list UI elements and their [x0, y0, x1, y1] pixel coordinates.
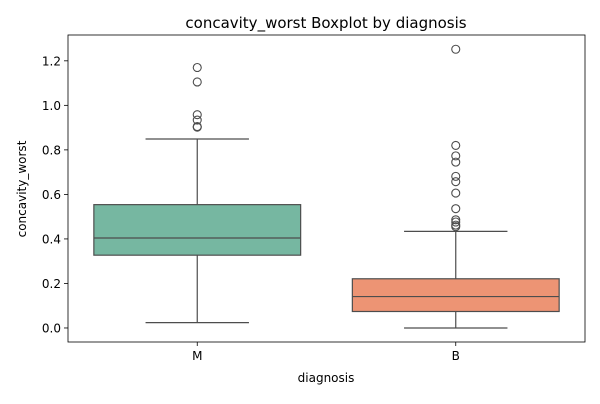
y-tick-label: 0.0 [42, 321, 61, 335]
y-tick-label: 1.0 [42, 99, 61, 113]
plot-area: 0.0 0.2 0.4 0.6 0.8 1.0 1.2 M B [42, 34, 586, 363]
outlier-point [451, 151, 461, 161]
x-axis-label: diagnosis [298, 371, 355, 385]
outlier-point [192, 77, 202, 87]
outlier-point [451, 177, 461, 187]
y-tick-label: 0.8 [42, 143, 61, 157]
y-tick-label: 0.6 [42, 188, 61, 202]
plot-frame [67, 34, 586, 343]
outlier-point [192, 62, 202, 73]
outlier-point [192, 115, 202, 125]
chart-title: concavity_worst Boxplot by diagnosis [185, 14, 466, 33]
outlier-point [192, 110, 202, 120]
x-tick-label: M [192, 349, 202, 363]
outlier-point [451, 140, 461, 150]
outlier-point [451, 188, 461, 198]
y-tick-label: 0.2 [42, 277, 61, 291]
outlier-point [451, 215, 461, 225]
outlier-point [451, 217, 461, 227]
outlier-point [451, 204, 461, 214]
outlier-point [451, 44, 461, 54]
box-B [351, 278, 560, 313]
y-tick-label: 1.2 [42, 54, 61, 68]
outlier-point [451, 220, 461, 230]
x-tick-label: B [452, 349, 460, 363]
y-axis-label: concavity_worst [15, 140, 29, 237]
outlier-point [192, 121, 202, 132]
y-tick-label: 0.4 [42, 232, 61, 246]
box-M [93, 204, 302, 256]
outlier-point [451, 171, 461, 181]
outlier-point [451, 157, 461, 167]
